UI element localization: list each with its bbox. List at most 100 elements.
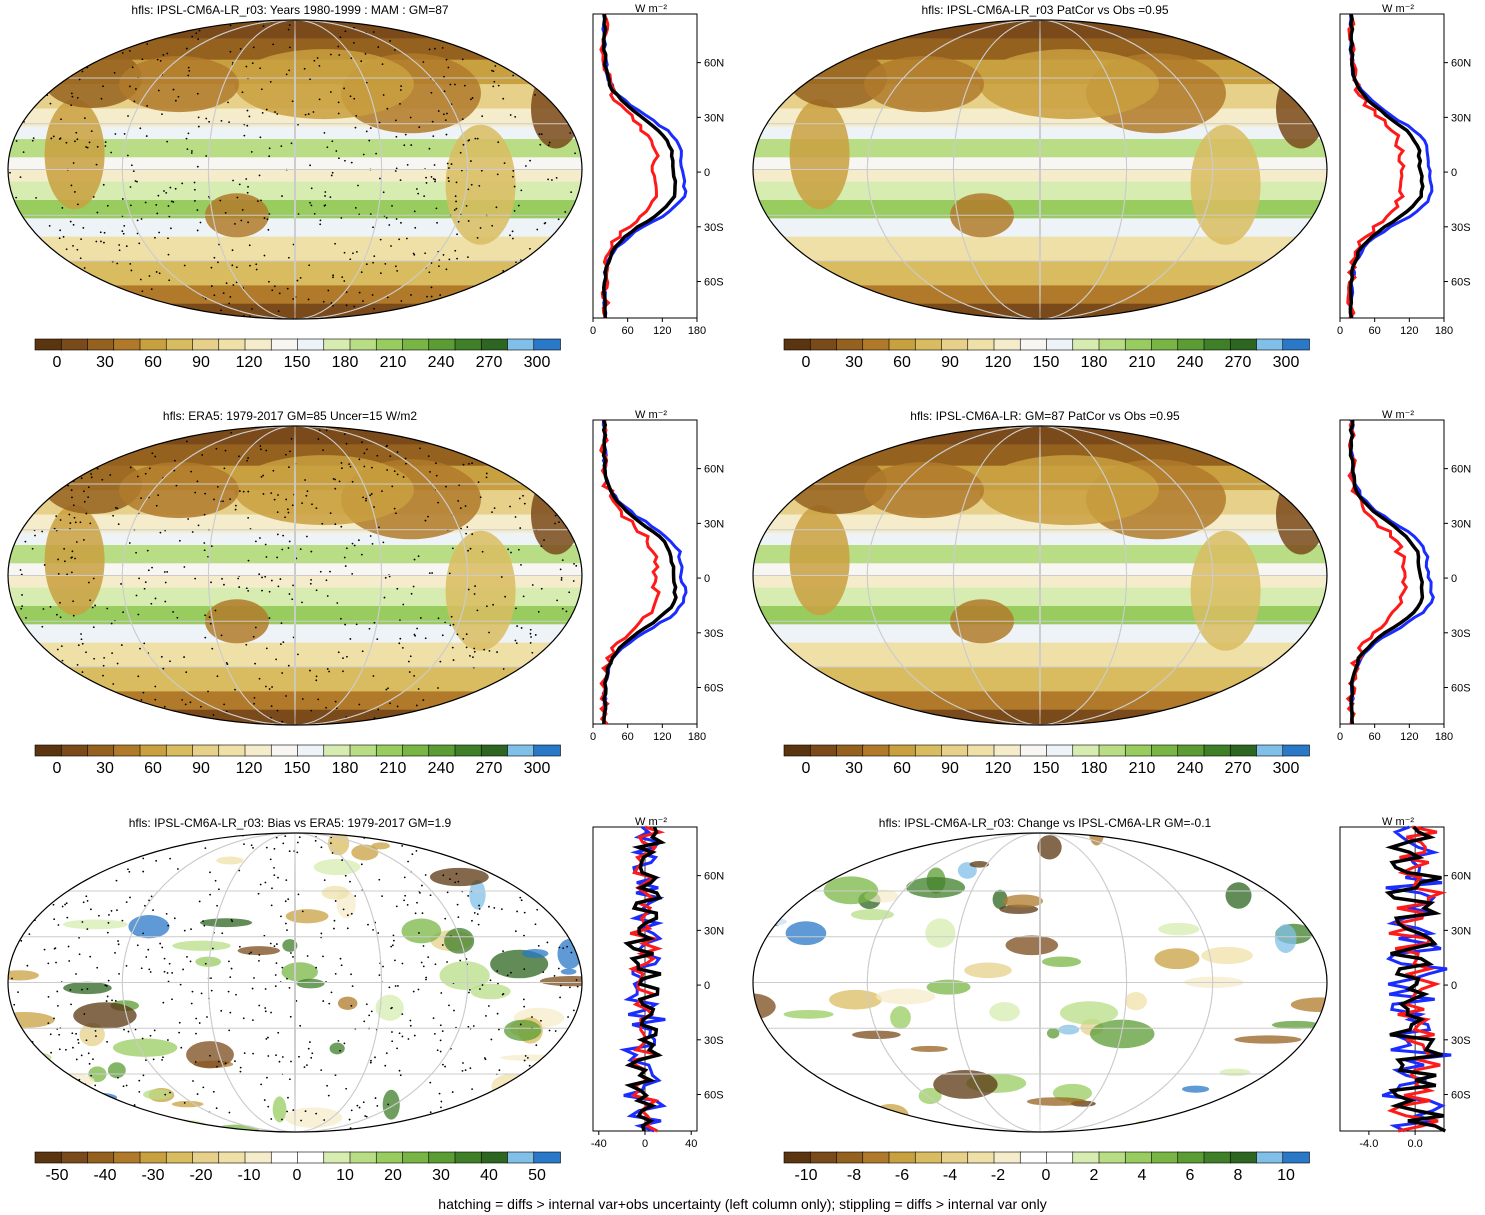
stipple-dot xyxy=(502,97,505,100)
stipple-dot xyxy=(491,511,493,514)
stipple-dot xyxy=(538,133,541,136)
colorbar-cell xyxy=(1177,1151,1205,1164)
stipple-dot xyxy=(534,889,537,892)
stipple-dot xyxy=(217,888,220,891)
stipple-dot xyxy=(378,526,380,529)
stipple-dot xyxy=(397,985,399,987)
colorbar-cell xyxy=(139,338,168,351)
anomaly-blob xyxy=(988,1029,1010,1046)
stipple-dot xyxy=(190,470,193,473)
stipple-dot xyxy=(558,521,560,524)
stipple-dot xyxy=(98,914,100,917)
stipple-dot xyxy=(580,60,582,63)
stipple-dot xyxy=(273,847,276,850)
stipple-dot xyxy=(202,1086,205,1089)
stipple-dot xyxy=(381,895,383,898)
stipple-dot xyxy=(316,57,319,59)
stipple-dot xyxy=(278,1060,281,1063)
stipple-dot xyxy=(488,631,490,634)
stipple-dot xyxy=(297,213,300,216)
stipple-dot xyxy=(536,908,539,911)
stipple-dot xyxy=(114,133,117,135)
profile-line-black xyxy=(1384,825,1447,1133)
stipple-dot xyxy=(92,195,95,198)
stipple-dot xyxy=(181,182,184,185)
stipple-dot xyxy=(286,287,289,290)
stipple-dot xyxy=(449,624,452,627)
stipple-dot xyxy=(81,426,84,428)
stipple-dot xyxy=(514,930,517,933)
profile-line-black xyxy=(1348,13,1425,319)
stipple-dot xyxy=(5,291,7,293)
stipple-dot xyxy=(208,616,211,619)
stipple-dot xyxy=(55,515,58,518)
stipple-dot xyxy=(544,1076,546,1079)
stipple-dot xyxy=(282,842,285,845)
stipple-dot xyxy=(488,649,491,652)
stipple-dot xyxy=(136,180,138,183)
stipple-dot xyxy=(37,483,40,486)
colorbar-cell xyxy=(428,1151,456,1164)
colorbar-cell xyxy=(323,1151,351,1164)
stipple-dot xyxy=(485,1014,487,1017)
stipple-dot xyxy=(491,224,494,227)
stipple-dot xyxy=(313,212,316,215)
stipple-dot xyxy=(479,988,481,990)
stipple-dot xyxy=(154,685,157,688)
stipple-dot xyxy=(259,136,262,139)
stipple-dot xyxy=(261,576,263,579)
stipple-dot xyxy=(288,466,290,469)
stipple-dot xyxy=(433,164,436,166)
land-region xyxy=(44,505,105,616)
stipple-dot xyxy=(523,968,526,971)
colorbar-label: 60 xyxy=(144,354,162,371)
stipple-dot xyxy=(74,557,76,560)
stipple-dot xyxy=(184,17,186,19)
stipple-dot xyxy=(121,230,124,233)
colorbar-label: 120 xyxy=(984,760,1012,777)
stipple-dot xyxy=(539,143,542,146)
colorbar-label: 300 xyxy=(523,354,551,371)
stipple-dot xyxy=(323,1119,326,1121)
stipple-dot xyxy=(247,457,249,459)
stipple-dot xyxy=(330,991,333,994)
stipple-dot xyxy=(409,1024,412,1027)
stipple-dot xyxy=(571,320,573,322)
stipple-dot xyxy=(103,656,106,659)
stipple-dot xyxy=(148,899,150,902)
stipple-dot xyxy=(162,1056,164,1059)
colorbar-label: -30 xyxy=(141,1167,165,1184)
stipple-dot xyxy=(522,595,525,598)
colorbar-cell xyxy=(34,1151,63,1164)
stipple-dot xyxy=(365,81,368,84)
stipple-dot xyxy=(191,531,194,533)
stipple-dot xyxy=(421,884,423,887)
stipple-dot xyxy=(209,893,211,896)
stipple-dot xyxy=(540,587,543,590)
stipple-dot xyxy=(156,58,159,61)
stipple-dot xyxy=(169,1133,171,1135)
stipple-dot xyxy=(154,236,156,239)
lat-label: 60N xyxy=(704,58,724,70)
stipple-dot xyxy=(373,255,376,258)
stipple-dot xyxy=(564,426,566,427)
stipple-dot xyxy=(580,1126,582,1129)
stipple-dot xyxy=(193,188,196,191)
stipple-dot xyxy=(496,970,499,972)
stipple-dot xyxy=(169,1091,171,1094)
stipple-dot xyxy=(20,939,23,942)
stipple-dot xyxy=(461,58,464,61)
colorbar-cell xyxy=(836,338,864,351)
stipple-dot xyxy=(393,470,396,473)
stipple-dot xyxy=(524,1126,527,1128)
stipple-dot xyxy=(575,564,578,567)
stipple-dot xyxy=(52,442,54,445)
stipple-dot xyxy=(418,932,420,934)
lat-label: 30N xyxy=(1451,518,1471,530)
anomaly-blob xyxy=(282,939,298,952)
stipple-dot xyxy=(533,1131,536,1132)
stipple-dot xyxy=(4,560,6,562)
stipple-dot xyxy=(519,1023,522,1026)
anomaly-blob xyxy=(382,1089,400,1120)
stipple-dot xyxy=(73,1128,75,1131)
